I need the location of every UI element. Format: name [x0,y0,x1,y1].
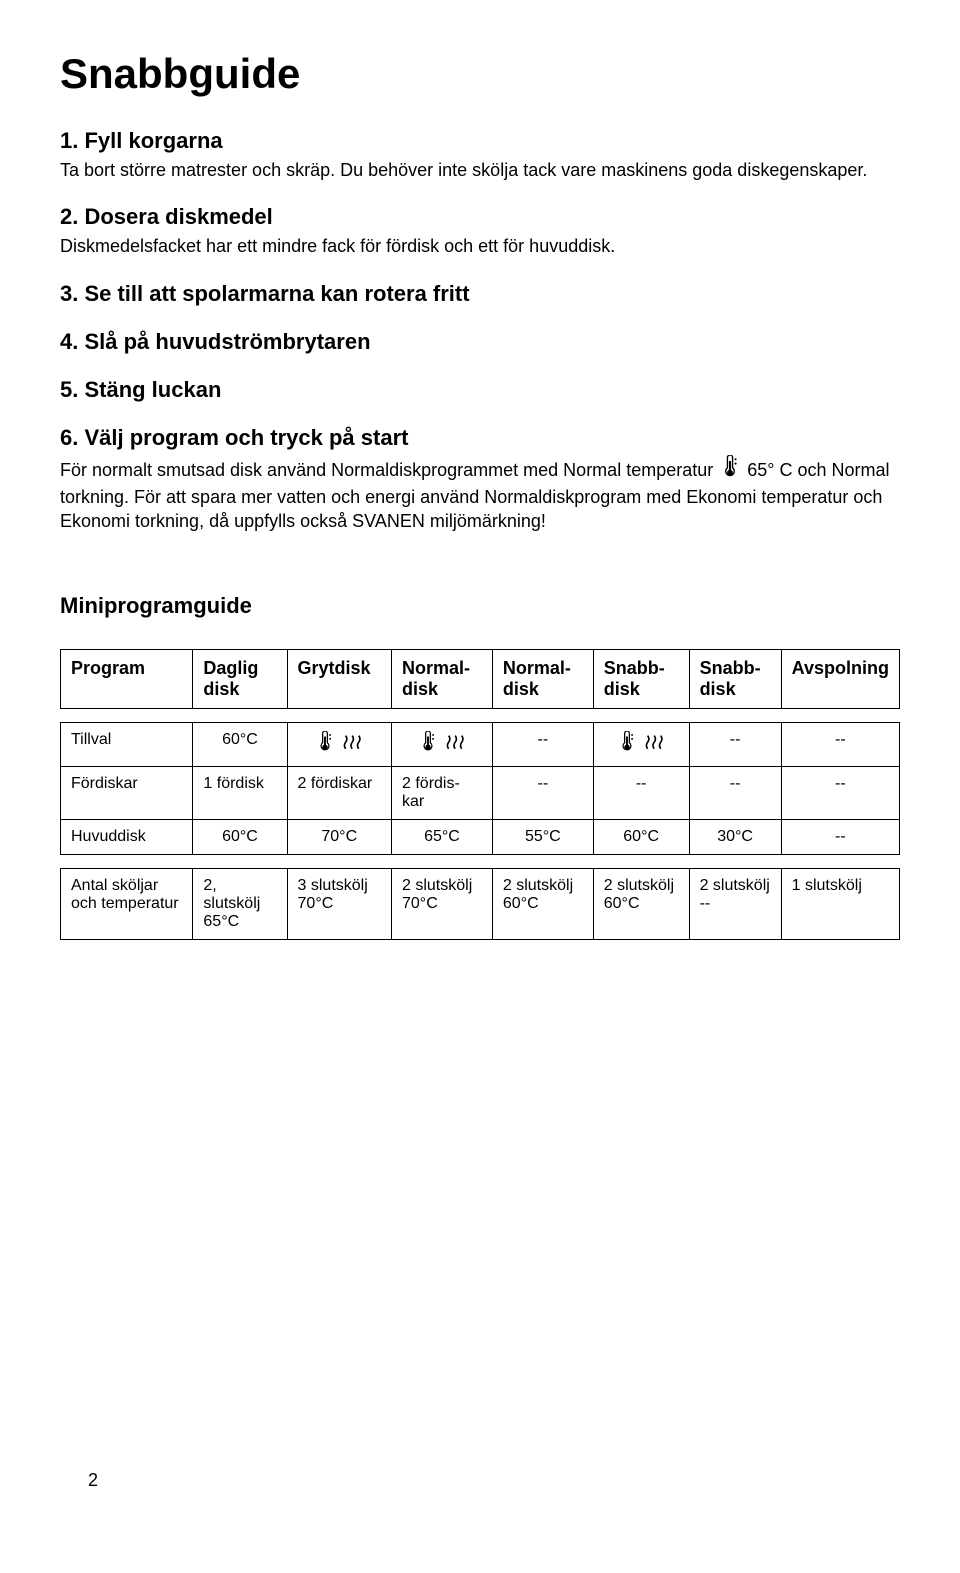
heatwaves-icon [445,734,467,757]
page-title: Snabbguide [60,50,900,98]
table-header-row: Program Daglig disk Grytdisk Normal-disk… [61,650,900,709]
cell: 2 slutskölj -- [689,869,781,940]
cell: -- [781,723,899,767]
cell: 1 fördisk [193,767,287,820]
cell: 60°C [593,820,689,855]
row-label: Tillval [61,723,193,767]
cell: 65°C [392,820,493,855]
cell: 1 slutskölj [781,869,899,940]
cell: 2 slutskölj 60°C [593,869,689,940]
cell-icon [392,723,493,767]
section-heading-2: 2. Dosera diskmedel [60,204,900,230]
miniprogram-heading: Miniprogramguide [60,593,900,619]
table-row: Tillval 60°C -- -- -- [61,723,900,767]
cell: -- [492,723,593,767]
heatwaves-icon [342,734,364,757]
section-heading-5: 5. Stäng luckan [60,377,900,403]
th-program: Program [61,650,193,709]
cell: 70°C [287,820,391,855]
th-snabb1: Snabb-disk [593,650,689,709]
section-body-2: Diskmedelsfacket har ett mindre fack för… [60,234,900,258]
cell: 3 slutskölj 70°C [287,869,391,940]
program-table: Program Daglig disk Grytdisk Normal-disk… [60,649,900,940]
row-label: Antal sköljar och temperatur [61,869,193,940]
row-label: Huvuddisk [61,820,193,855]
section-heading-4: 4. Slå på huvudströmbrytaren [60,329,900,355]
cell: 60°C [193,820,287,855]
cell-icon [287,723,391,767]
thermometer-icon [317,731,333,758]
cell: -- [781,767,899,820]
cell: -- [689,767,781,820]
cell: -- [593,767,689,820]
row-label: Fördiskar [61,767,193,820]
cell: 2, slutskölj 65°C [193,869,287,940]
cell: 60°C [193,723,287,767]
th-normal1: Normal-disk [392,650,493,709]
th-avspolning: Avspolning [781,650,899,709]
thermometer-icon [420,731,436,758]
th-daglig: Daglig disk [193,650,287,709]
th-snabb2: Snabb-disk [689,650,781,709]
cell: 2 slutskölj 60°C [492,869,593,940]
page-number: 2 [88,1470,98,1491]
cell: -- [689,723,781,767]
section-body-6: För normalt smutsad disk använd Normaldi… [60,455,900,534]
cell: -- [492,767,593,820]
table-row: Huvuddisk 60°C 70°C 65°C 55°C 60°C 30°C … [61,820,900,855]
heatwaves-icon [644,734,666,757]
cell: 2 slutskölj 70°C [392,869,493,940]
section-heading-3: 3. Se till att spolarmarna kan rotera fr… [60,281,900,307]
th-grytdisk: Grytdisk [287,650,391,709]
cell: 2 fördis-kar [392,767,493,820]
cell: 55°C [492,820,593,855]
section-heading-1: 1. Fyll korgarna [60,128,900,154]
thermometer-icon [619,731,635,758]
section-heading-6: 6. Välj program och tryck på start [60,425,900,451]
table-row: Fördiskar 1 fördisk 2 fördiskar 2 fördis… [61,767,900,820]
cell: -- [781,820,899,855]
cell-icon [593,723,689,767]
section-body-1: Ta bort större matrester och skräp. Du b… [60,158,900,182]
table-row: Antal sköljar och temperatur 2, slutsköl… [61,869,900,940]
cell: 2 fördiskar [287,767,391,820]
th-normal2: Normal-disk [492,650,593,709]
thermometer-icon [721,455,739,485]
section-body-6-pre: För normalt smutsad disk använd Normaldi… [60,460,713,480]
cell: 30°C [689,820,781,855]
